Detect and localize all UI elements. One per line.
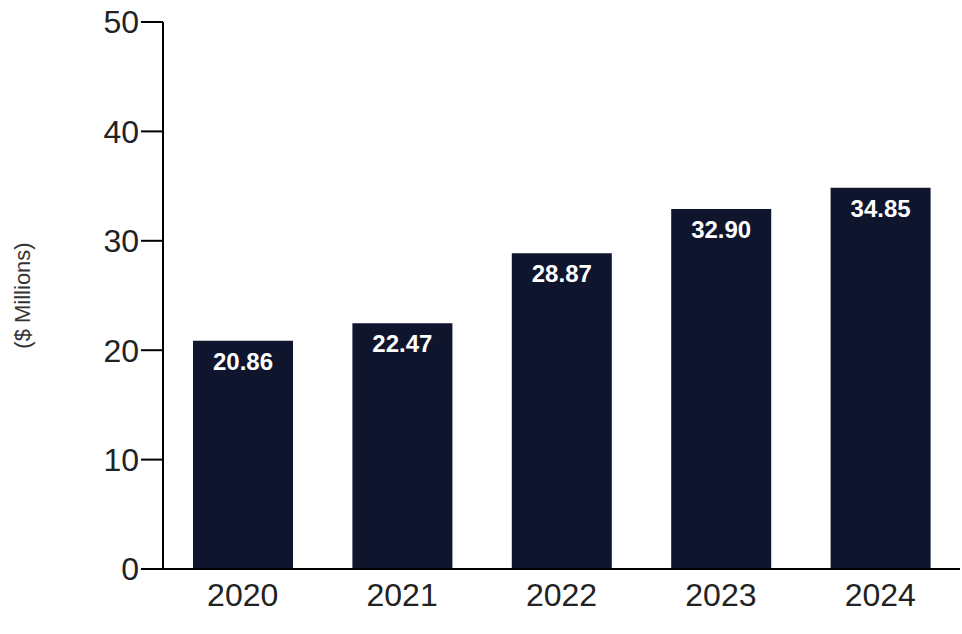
svg-text:32.90: 32.90 bbox=[691, 216, 751, 243]
svg-text:2023: 2023 bbox=[685, 577, 756, 613]
svg-text:0: 0 bbox=[121, 551, 139, 587]
svg-text:($ Millions): ($ Millions) bbox=[10, 242, 35, 348]
svg-text:10: 10 bbox=[103, 442, 139, 478]
svg-text:2020: 2020 bbox=[207, 577, 278, 613]
svg-text:30: 30 bbox=[103, 223, 139, 259]
svg-text:50: 50 bbox=[103, 4, 139, 40]
svg-text:2022: 2022 bbox=[526, 577, 597, 613]
svg-text:22.47: 22.47 bbox=[372, 330, 432, 357]
svg-text:40: 40 bbox=[103, 114, 139, 150]
svg-text:34.85: 34.85 bbox=[851, 195, 911, 222]
svg-text:2024: 2024 bbox=[845, 577, 916, 613]
svg-text:28.87: 28.87 bbox=[532, 260, 592, 287]
svg-text:20.86: 20.86 bbox=[213, 348, 273, 375]
svg-text:20: 20 bbox=[103, 333, 139, 369]
svg-text:2021: 2021 bbox=[367, 577, 438, 613]
